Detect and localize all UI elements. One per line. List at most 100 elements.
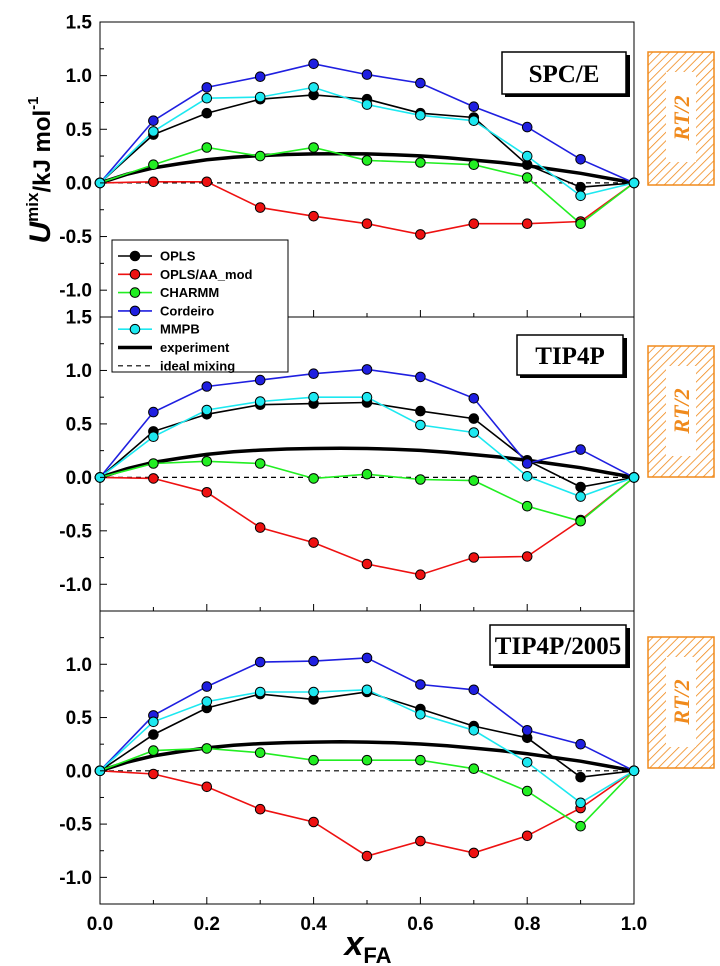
data-point-charmm	[575, 820, 586, 832]
data-point-mmpb	[628, 177, 640, 189]
y-tick-label: -0.5	[59, 521, 92, 542]
x-tick-label: 1.0	[621, 914, 647, 935]
data-point-opls-aa-mod	[254, 803, 266, 815]
y-tick-label: -1.0	[59, 868, 92, 889]
data-point-charmm	[361, 155, 373, 166]
panel-label-shadow	[493, 665, 630, 668]
data-point-mmpb	[468, 427, 480, 438]
data-point-opls-aa-mod	[201, 781, 213, 793]
data-point-cordeiro	[361, 364, 373, 375]
y-tick-label: -1.0	[59, 575, 92, 596]
y-tick-label: -0.5	[59, 227, 92, 248]
data-point-mmpb	[415, 709, 426, 720]
y-axis-title-sup: mix	[23, 192, 42, 222]
rt-half-label: RT/2	[669, 388, 694, 434]
data-point-charmm	[201, 456, 213, 467]
data-point-opls-aa-mod	[148, 768, 159, 780]
data-point-charmm	[308, 473, 319, 484]
legend-label-charmm: CHARMM	[160, 285, 219, 300]
data-point-mmpb	[575, 491, 586, 502]
legend-marker-opls	[129, 250, 141, 262]
legend-label-ideal-mixing: ideal mixing	[160, 358, 235, 373]
data-point-cordeiro	[468, 101, 480, 112]
legend-frame	[111, 239, 289, 373]
y-tick-label: -1.0	[59, 281, 92, 302]
panel-label: SPC/E	[529, 61, 600, 88]
legend-marker-charmm	[129, 287, 141, 298]
rt-half-bar: RT/2	[647, 636, 715, 769]
data-point-cordeiro	[575, 154, 586, 165]
data-point-cordeiro	[254, 71, 266, 82]
data-point-charmm	[148, 745, 159, 756]
data-point-charmm	[468, 763, 480, 775]
y-tick-label: 1.5	[66, 308, 93, 329]
panel-label-shadow	[505, 94, 630, 97]
y-tick-label: 0.0	[66, 173, 92, 194]
rt-half-label: RT/2	[669, 679, 694, 725]
panel-label-shadow	[520, 375, 627, 378]
data-point-opls-aa-mod	[254, 522, 266, 533]
experiment-curve	[99, 446, 635, 480]
data-point-charmm	[308, 142, 319, 153]
panel-label-shadow	[626, 628, 630, 668]
data-point-mmpb	[628, 765, 640, 777]
data-point-opls	[415, 405, 426, 417]
data-point-mmpb	[361, 684, 373, 696]
y-axis-title: Umix/kJ mol-1	[23, 96, 57, 243]
data-point-opls-aa-mod	[415, 229, 426, 240]
rt-half-bar: RT/2	[647, 345, 715, 478]
legend-marker-cordeiro	[129, 305, 141, 317]
data-point-opls-aa-mod	[201, 487, 213, 498]
data-point-opls-aa-mod	[308, 816, 319, 828]
data-point-charmm	[415, 157, 426, 168]
y-tick-label: 0.0	[66, 761, 92, 782]
data-point-opls-aa-mod	[521, 218, 533, 229]
rt-half-label-bg	[666, 657, 696, 747]
data-point-charmm	[521, 785, 533, 797]
panel-label-box: TIP4P/2005	[489, 624, 630, 668]
data-point-charmm	[361, 754, 373, 766]
data-point-mmpb	[148, 716, 159, 728]
data-point-opls-aa-mod	[361, 850, 373, 862]
y-tick-label: 1.0	[66, 66, 92, 87]
panel-label-frame	[501, 51, 627, 95]
rt-half-label-bg	[666, 72, 696, 162]
data-point-opls	[575, 771, 586, 783]
data-point-charmm	[521, 500, 533, 512]
legend-label-opls-aa-mod: OPLS/AA_mod	[160, 267, 253, 282]
data-point-mmpb	[415, 419, 426, 431]
data-point-charmm	[468, 159, 480, 170]
data-point-mmpb	[575, 797, 586, 809]
data-point-opls-aa-mod	[521, 830, 533, 842]
x-axis-title-sub: FA	[363, 943, 391, 966]
panel-1: -1.0 -0.5 0.0 0.5 1.0 1.5 SPC/E RT/2	[59, 13, 715, 318]
legend-label-mmpb: MMPB	[160, 322, 200, 337]
panel-label-box: TIP4P	[516, 334, 627, 378]
data-point-opls-aa-mod	[415, 835, 426, 847]
data-point-charmm	[148, 458, 159, 469]
data-point-charmm	[468, 475, 480, 486]
data-point-opls-aa-mod	[468, 218, 480, 229]
data-point-charmm	[201, 743, 213, 754]
data-point-charmm	[415, 754, 426, 766]
data-point-cordeiro	[415, 679, 426, 690]
data-point-mmpb	[201, 696, 213, 707]
data-point-mmpb	[575, 190, 586, 202]
series-line-mmpb	[99, 688, 635, 804]
data-point-cordeiro	[415, 77, 426, 89]
data-point-cordeiro	[148, 115, 159, 126]
x-tick-label: 0.8	[514, 914, 540, 935]
data-point-opls-aa-mod	[308, 210, 319, 222]
data-point-cordeiro	[254, 656, 266, 668]
x-tick-label: 0.2	[194, 914, 220, 935]
data-point-opls	[575, 481, 586, 493]
experiment-curve	[99, 740, 635, 773]
data-point-mmpb	[628, 472, 640, 483]
data-point-opls-aa-mod	[468, 552, 480, 563]
y-axis-title-unit: /kJ mol	[29, 110, 56, 193]
data-point-opls-aa-mod	[201, 176, 213, 188]
panel-3: -1.0 -0.5 0.0 0.5 1.0 TIP4P/2005 RT/2	[59, 610, 715, 905]
panel-label-shadow	[623, 338, 627, 378]
x-axis-tick-labels: 0.0 0.2 0.4 0.6 0.8 1.0	[87, 914, 647, 935]
